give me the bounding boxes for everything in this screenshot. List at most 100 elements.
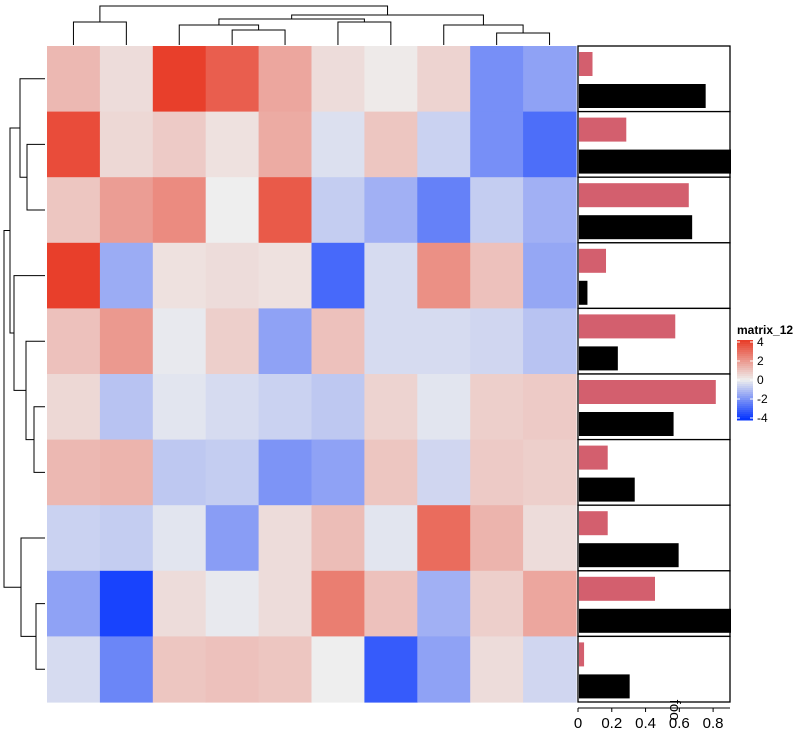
heatmap-cell [47,177,101,244]
heatmap-cell [258,308,313,375]
legend-swatch [737,392,753,395]
legend-tick-label: 2 [757,354,764,368]
heatmap-cell [470,570,524,637]
bar-mark [579,314,676,339]
heatmap-cell [152,111,207,178]
bar-mark [579,608,731,633]
legend-swatch [737,416,753,419]
heatmap-cell [47,505,101,572]
heatmap-cell [523,111,577,178]
legend-swatch [737,344,753,347]
legend-swatch [737,418,753,421]
axis-tick-label: 0.4 [635,715,656,732]
legend-tick-label: -4 [757,411,768,425]
heatmap-cell [99,439,154,506]
dendro-link [19,78,45,178]
heatmap-cell [364,570,418,637]
heatmap-cell [47,46,101,113]
bar-annotation [577,45,731,703]
heatmap-cell [523,46,577,113]
heatmap-cell [258,374,313,441]
legend-tick-label: 0 [757,373,764,387]
heatmap-cell [417,111,471,178]
heatmap-cell [364,505,418,572]
heatmap-cell [470,505,524,572]
legend-swatch [737,368,753,371]
heatmap-cell [470,177,524,244]
dendro-link [26,143,45,211]
dendro-link [35,603,45,670]
legend-swatch [737,404,753,407]
heatmap-cell [470,308,524,375]
bar-mark [579,346,618,371]
heatmap-cell [470,111,524,178]
heatmap-cell [470,374,524,441]
heatmap-cell [47,308,101,375]
heatmap-cell [417,439,471,506]
heatmap-cell [258,111,313,178]
bar-mark [579,576,655,601]
heatmap-cell [311,505,365,572]
legend-swatch [737,388,753,391]
heatmap-cell [47,374,101,441]
heatmap-cell [205,177,260,244]
heatmap-cell [311,111,365,178]
legend-swatch [737,398,753,401]
dendro-link [20,537,45,637]
legend-swatch [737,386,753,389]
legend-swatch [737,352,753,355]
legend-swatch [737,382,753,385]
heatmap-cell [205,439,260,506]
heatmap-cell [470,636,524,703]
heatmap-cell [152,46,207,113]
bar-mark [579,445,608,470]
dendro-link [443,24,524,45]
legend-swatch [737,340,753,343]
heatmap-cell [311,308,365,375]
legend-swatch [737,400,753,403]
legend-swatch [737,380,753,383]
heatmap-cell [417,636,471,703]
heatmap-cell [364,242,418,309]
legend-swatch [737,346,753,349]
dendro-link [178,24,260,45]
heatmap-cell [205,111,260,178]
legend-swatch [737,410,753,413]
legend-swatch [737,364,753,367]
heatmap-cell [311,636,365,703]
dendro-link [231,29,286,45]
heatmap-cell [258,570,313,637]
heatmap-cell [152,439,207,506]
bar-mark [579,477,635,502]
heatmap-cell [364,636,418,703]
dendro-link [13,275,45,391]
heatmap-cell [364,46,418,113]
legend-tick-label: -2 [757,392,768,406]
heatmap-cell [417,570,471,637]
axis-tick-label: 0.6 [669,715,690,732]
legend-tick-label: 4 [757,335,764,349]
heatmap-cell [152,570,207,637]
legend-swatch [737,394,753,397]
column-dendrogram [72,5,551,45]
heatmap-cell [523,505,577,572]
heatmap-cell [205,308,260,375]
heatmap-cell [47,636,101,703]
heatmap-cell [258,636,313,703]
heatmap-cell [99,636,154,703]
heatmap-cell [470,439,524,506]
heatmap-cell [364,308,418,375]
bar-mark [579,215,693,240]
axis-tick-label: 0.8 [703,715,724,732]
dendro-link [33,406,45,473]
dendro-link [72,21,127,45]
legend-swatch [737,372,753,375]
bar-mark [579,52,593,76]
heatmap-cell [364,374,418,441]
legend-swatch [737,408,753,411]
heatmap-body [47,46,577,703]
heatmap-cell [47,570,101,637]
legend-swatch [737,396,753,399]
